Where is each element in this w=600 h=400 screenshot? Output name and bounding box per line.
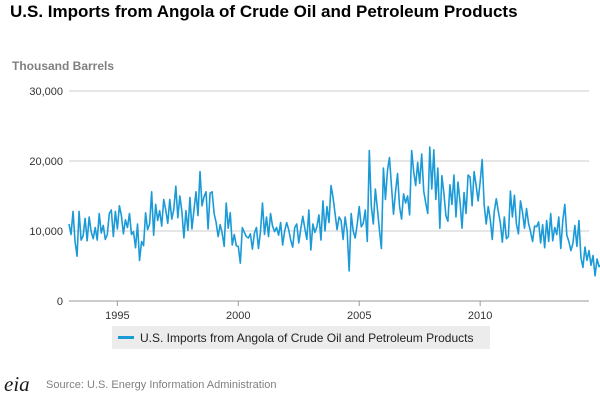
series-line [68,146,600,277]
footer: eia Source: U.S. Energy Information Admi… [4,372,277,397]
line-chart: 0 10,000 20,000 30,000 1995 2000 2005 2010 [29,86,600,322]
y-tick-label: 0 [57,296,63,308]
y-tick-label: 30,000 [29,86,63,98]
x-tick-label: 2000 [226,310,250,322]
y-axis-ticks: 0 10,000 20,000 30,000 [29,86,63,308]
y-tick-label: 10,000 [29,226,63,238]
source-note: Source: U.S. Energy Information Administ… [46,378,277,391]
y-axis-unit-label: Thousand Barrels [12,59,115,73]
chart-title: U.S. Imports from Angola of Crude Oil an… [10,2,518,21]
eia-logo: eia [4,372,30,396]
x-tick-label: 2005 [347,310,371,322]
legend-swatch [118,336,134,339]
legend-label: U.S. Imports from Angola of Crude Oil an… [140,330,474,345]
y-tick-label: 20,000 [29,156,63,168]
series-layer [68,146,600,277]
chart-legend[interactable]: U.S. Imports from Angola of Crude Oil an… [112,326,490,349]
x-tick-label: 2010 [468,310,492,322]
x-axis-ticks: 1995 2000 2005 2010 [105,301,492,322]
gridlines [69,90,589,302]
x-tick-label: 1995 [105,310,129,322]
